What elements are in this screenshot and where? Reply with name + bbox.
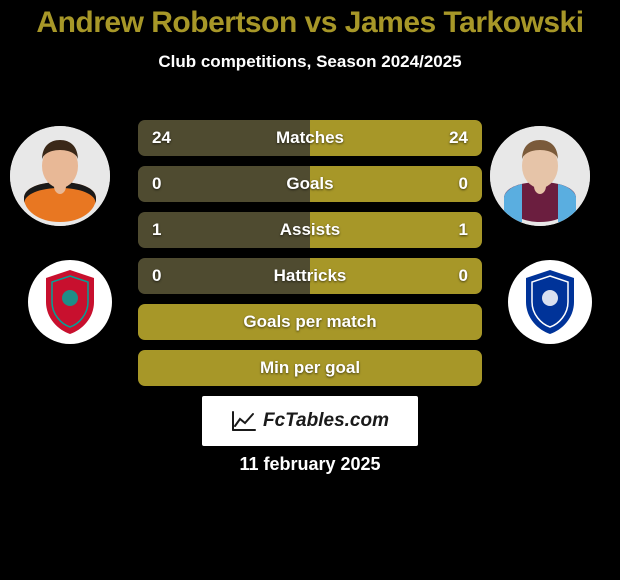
stat-row: Goals0 0 (138, 166, 482, 202)
stat-value-right: 0 (459, 258, 468, 294)
club-badge-right (508, 260, 592, 344)
stat-value-right: 1 (459, 212, 468, 248)
branding-box: FcTables.com (202, 396, 418, 446)
stat-row: Hattricks0 0 (138, 258, 482, 294)
stat-value-right: 0 (459, 166, 468, 202)
page-title: Andrew Robertson vs James Tarkowski (0, 0, 620, 40)
stat-value-left: 0 (152, 258, 161, 294)
date-label: 11 february 2025 (0, 454, 620, 475)
stat-label: Goals per match (138, 304, 482, 340)
stat-label: Hattricks (138, 258, 482, 294)
subtitle: Club competitions, Season 2024/2025 (0, 52, 620, 72)
stat-row: Matches24 24 (138, 120, 482, 156)
branding-label: FcTables.com (263, 410, 389, 432)
stat-value-left: 24 (152, 120, 171, 156)
stats-table: Matches2424Goals00Assists11Hattricks00Go… (138, 120, 482, 396)
stat-value-right: 24 (449, 120, 468, 156)
chart-icon (231, 410, 257, 432)
stat-value-left: 1 (152, 212, 161, 248)
player-photo-right (490, 126, 590, 226)
stat-label: Assists (138, 212, 482, 248)
stat-label: Goals (138, 166, 482, 202)
player-photo-left (10, 126, 110, 226)
stat-label: Matches (138, 120, 482, 156)
stat-row: Assists1 1 (138, 212, 482, 248)
stat-value-left: 0 (152, 166, 161, 202)
stat-row: Min per goal (138, 350, 482, 386)
club-badge-left (28, 260, 112, 344)
stat-label: Min per goal (138, 350, 482, 386)
stat-row: Goals per match (138, 304, 482, 340)
